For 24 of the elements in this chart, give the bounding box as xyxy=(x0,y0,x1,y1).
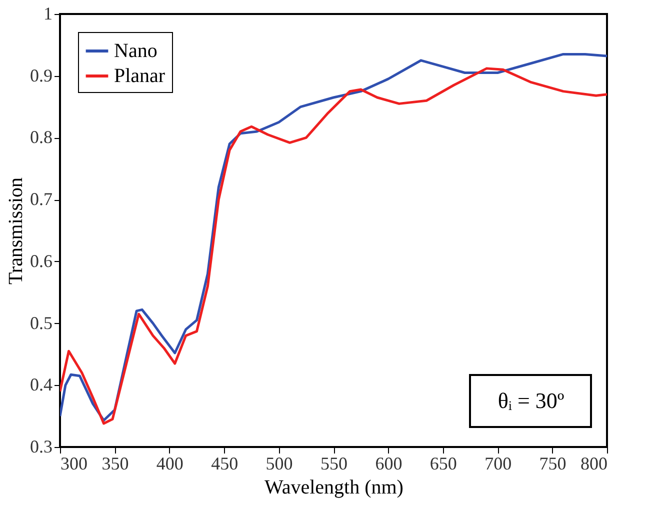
x-tick-label: 700 xyxy=(484,454,512,474)
legend-label: Nano xyxy=(114,40,158,62)
x-tick-label: 650 xyxy=(430,454,457,474)
x-tick-label: 750 xyxy=(539,454,566,474)
y-tick-label: 0.8 xyxy=(30,127,52,148)
y-tick-label: 0.4 xyxy=(30,374,52,395)
y-tick-label: 0.5 xyxy=(30,312,52,333)
x-tick-label: 600 xyxy=(375,454,402,474)
x-axis-title: Wavelength (nm) xyxy=(264,476,404,498)
x-tick-label: 550 xyxy=(320,454,348,474)
x-tick-label: 350 xyxy=(102,454,129,474)
x-tick-label: 400 xyxy=(156,454,184,474)
x-tick-label: 300 xyxy=(60,454,88,474)
y-axis-title: Transmission xyxy=(5,177,27,285)
x-tick-label: 800 xyxy=(580,454,608,474)
legend-label: Planar xyxy=(114,65,166,87)
y-tick-label: 0.6 xyxy=(30,250,52,271)
y-tick-label: 0.9 xyxy=(30,65,52,86)
x-tick-label: 500 xyxy=(266,454,293,474)
y-tick-label: 0.3 xyxy=(30,436,52,456)
annotation: θᵢ = 30º xyxy=(498,388,564,413)
y-tick-label: 0.7 xyxy=(30,189,52,210)
x-tick-label: 450 xyxy=(211,454,238,474)
y-tick-label: 1 xyxy=(44,4,52,24)
